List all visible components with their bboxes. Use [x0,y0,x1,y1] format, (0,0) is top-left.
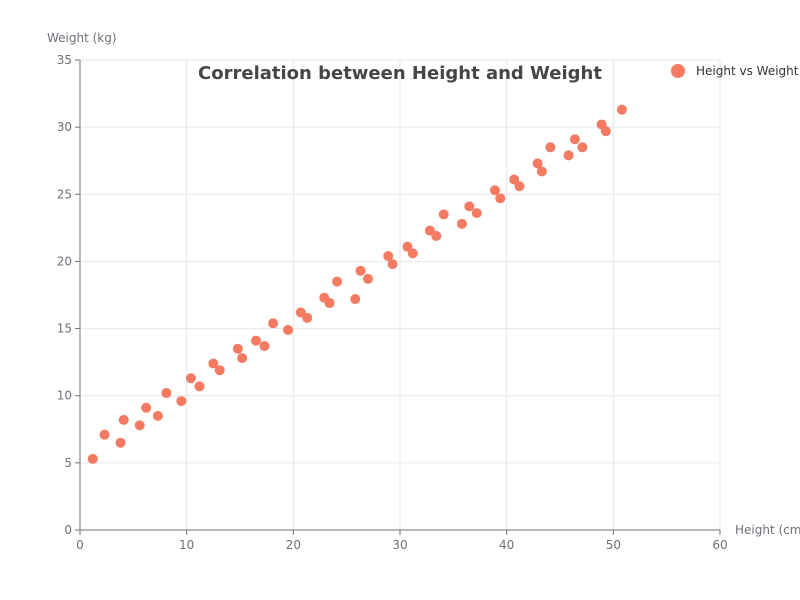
y-tick-label: 10 [57,389,72,403]
x-tick-label: 0 [76,538,84,552]
scatter-point[interactable] [152,410,163,421]
scatter-point[interactable] [176,396,187,407]
scatter-point[interactable] [185,373,196,384]
scatter-point[interactable] [259,341,270,352]
scatter-point[interactable] [350,294,361,305]
scatter-point[interactable] [237,353,248,364]
y-tick-label: 30 [57,120,72,134]
legend-marker-icon [671,64,685,78]
scatter-point[interactable] [87,453,98,464]
y-axis-label: Weight (kg) [47,31,117,45]
scatter-point[interactable] [509,174,520,185]
scatter-point[interactable] [232,343,243,354]
x-tick-label: 40 [499,538,514,552]
scatter-point[interactable] [251,335,261,346]
y-tick-label: 20 [57,254,72,268]
scatter-point[interactable] [489,185,500,196]
scatter-point[interactable] [99,429,110,440]
x-tick-label: 10 [179,538,194,552]
chart-title: Correlation between Height and Weight [198,63,602,84]
scatter-point[interactable] [514,181,525,192]
scatter-point[interactable] [438,209,449,220]
y-tick-label: 0 [64,523,72,537]
scatter-point[interactable] [283,324,293,335]
y-tick-label: 25 [57,187,72,201]
x-tick-label: 30 [392,538,407,552]
scatter-point[interactable] [616,104,627,115]
y-tick-label: 5 [64,456,72,470]
x-tick-label: 20 [286,538,301,552]
scatter-point[interactable] [387,259,398,270]
scatter-point[interactable] [563,150,574,161]
scatter-point[interactable] [545,142,556,153]
scatter-point[interactable] [495,193,506,204]
scatter-point[interactable] [363,273,373,284]
scatter-point[interactable] [402,241,413,252]
grid-lines [80,59,721,530]
scatter-point[interactable] [355,265,366,276]
scatter-point[interactable] [383,251,394,262]
scatter-point[interactable] [115,437,126,448]
scatter-point[interactable] [407,248,418,259]
scatter-point[interactable] [456,218,467,229]
y-tick-label: 35 [57,53,72,67]
scatter-point[interactable] [600,126,611,137]
scatter-point[interactable] [536,166,547,177]
scatter-point[interactable] [118,414,129,425]
scatter-point[interactable] [161,388,172,399]
scatter-point[interactable] [431,230,442,241]
y-tick-label: 15 [57,322,72,336]
scatter-point[interactable] [208,358,219,369]
scatter-point[interactable] [302,312,313,323]
scatter-point[interactable] [332,276,343,287]
scatter-point[interactable] [464,201,475,212]
scatter-point[interactable] [577,142,588,153]
x-tick-label: 60 [712,538,727,552]
scatter-point[interactable] [268,318,279,329]
scatter-point[interactable] [471,208,482,219]
scatter-point[interactable] [569,134,580,145]
axes: 0 10 20 30 40 50 60 0 5 10 15 20 25 30 35 [57,53,728,552]
scatter-point[interactable] [141,402,152,413]
x-axis-label: Height (cm) [735,523,800,537]
legend[interactable]: Height vs Weight [671,64,799,78]
scatter-point[interactable] [532,158,543,169]
scatter-point[interactable] [194,381,205,392]
scatter-point[interactable] [134,420,145,431]
data-points [87,104,627,464]
x-tick-label: 50 [606,538,621,552]
scatter-point[interactable] [214,365,225,376]
legend-label: Height vs Weight [696,64,799,78]
scatter-point[interactable] [324,298,335,309]
